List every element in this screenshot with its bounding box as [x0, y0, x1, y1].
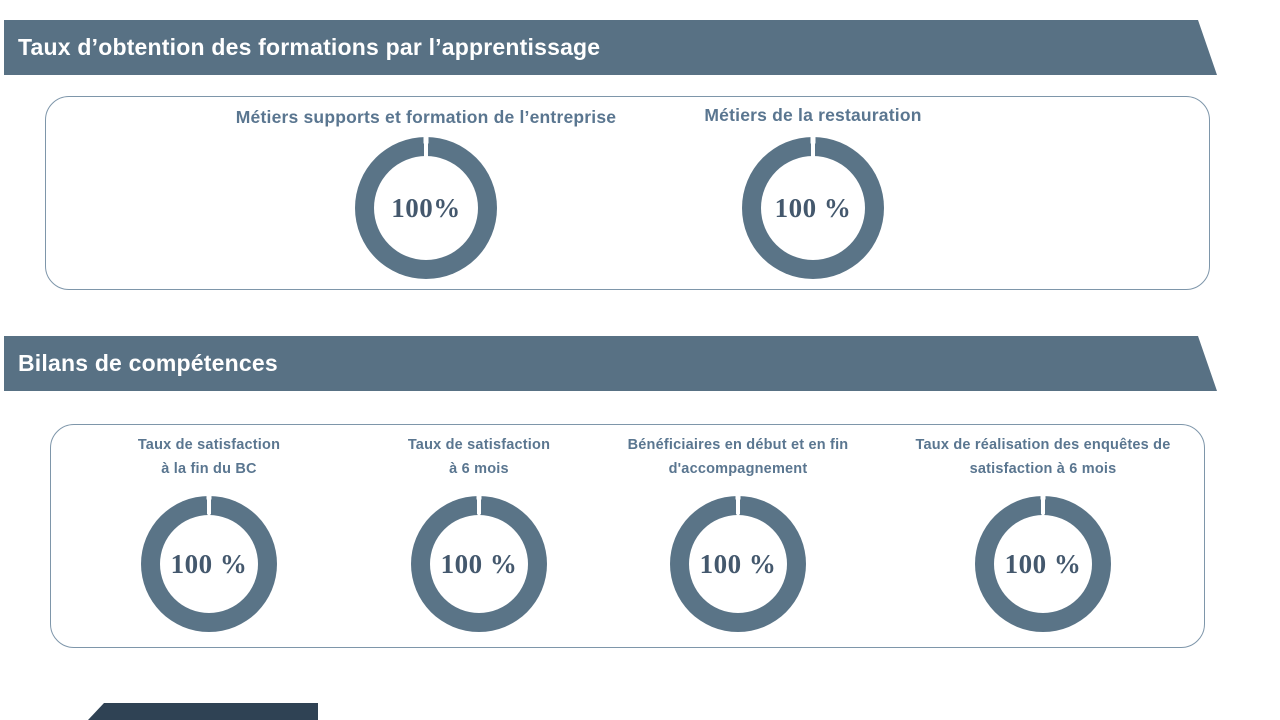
chart-label: Taux de satisfaction à la fin du BC: [59, 433, 359, 481]
donut-chart-restauration: 100 %: [742, 137, 884, 279]
donut-group-beneficiaires: Bénéficiaires en début et en fin d'accom…: [588, 433, 888, 637]
donut-value: 100 %: [1004, 548, 1082, 579]
donut-value: 100%: [391, 192, 461, 223]
chart-label: Métiers supports et formation de l’entre…: [235, 107, 617, 127]
donut-value: 100 %: [699, 548, 777, 579]
donut-chart-metiers-supports: 100%: [355, 137, 497, 279]
section-banner-bilans: Bilans de compétences: [4, 336, 1217, 391]
chart-label-line: Taux de réalisation des enquêtes de: [915, 437, 1171, 453]
donut-group-restauration: Métiers de la restauration 100 %: [633, 105, 993, 284]
chart-label: Bénéficiaires en début et en fin d'accom…: [588, 433, 888, 481]
card-bilans: Taux de satisfaction à la fin du BC 100 …: [50, 424, 1205, 648]
chart-label-line: Taux de satisfaction: [137, 437, 281, 453]
chart-label: Taux de satisfaction à 6 mois: [329, 433, 629, 481]
donut-group-metiers-supports: Métiers supports et formation de l’entre…: [186, 107, 666, 284]
donut-chart-beneficiaires: 100 %: [670, 496, 806, 632]
card-apprentissage: Métiers supports et formation de l’entre…: [45, 96, 1210, 290]
donut-chart-satisfaction-fin-bc: 100 %: [141, 496, 277, 632]
chart-label-line: Taux de satisfaction: [407, 437, 551, 453]
donut-chart-enquetes: 100 %: [975, 496, 1111, 632]
chart-label: Taux de réalisation des enquêtes de sati…: [893, 433, 1193, 481]
chart-label-line: à 6 mois: [449, 461, 509, 477]
section-title: Bilans de compétences: [18, 350, 278, 376]
chart-label-line: satisfaction à 6 mois: [969, 461, 1117, 477]
section-title: Taux d’obtention des formations par l’ap…: [18, 34, 601, 60]
chart-label-line: à la fin du BC: [161, 461, 257, 477]
donut-group-enquetes: Taux de réalisation des enquêtes de sati…: [893, 433, 1193, 637]
chart-label-line: d'accompagnement: [668, 461, 808, 477]
donut-chart-satisfaction-6-mois: 100 %: [411, 496, 547, 632]
chart-label: Métiers de la restauration: [704, 105, 922, 125]
section-banner-apprentissage: Taux d’obtention des formations par l’ap…: [4, 20, 1217, 75]
donut-value: 100 %: [774, 192, 852, 223]
donut-group-satisfaction-fin-bc: Taux de satisfaction à la fin du BC 100 …: [59, 433, 359, 637]
next-section-banner-partial: [88, 703, 318, 720]
donut-group-satisfaction-6-mois: Taux de satisfaction à 6 mois 100 %: [329, 433, 629, 637]
donut-value: 100 %: [170, 548, 248, 579]
donut-value: 100 %: [440, 548, 518, 579]
chart-label-line: Bénéficiaires en début et en fin: [627, 437, 849, 453]
